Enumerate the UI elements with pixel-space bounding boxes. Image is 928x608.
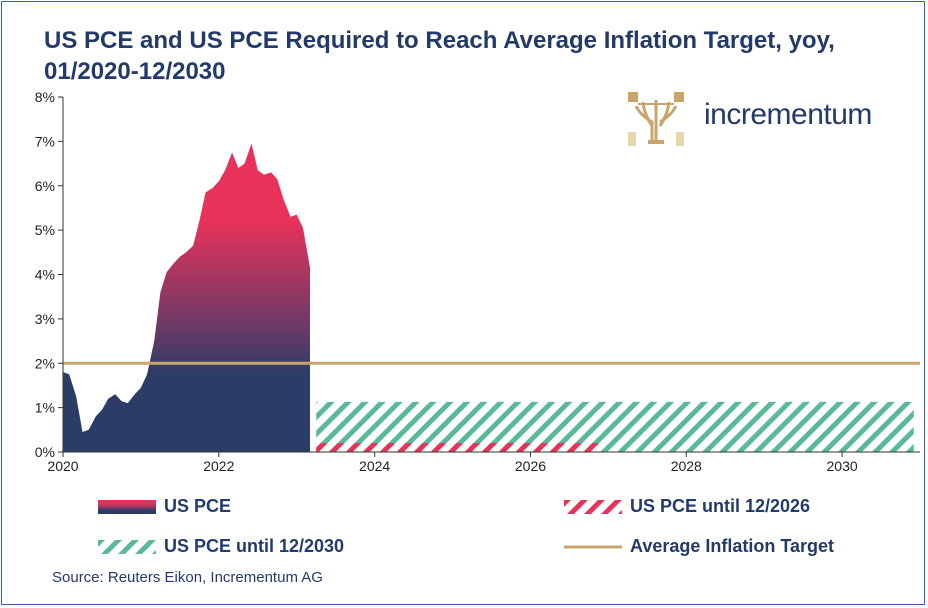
x-tick-label: 2022 bbox=[203, 458, 234, 474]
x-tick-label: 2026 bbox=[515, 458, 546, 474]
x-tick-label: 2020 bbox=[47, 458, 78, 474]
legend-swatch-line bbox=[564, 545, 622, 548]
legend-item-us-pce-2030: US PCE until 12/2030 bbox=[98, 536, 344, 557]
legend-swatch-hatch-red bbox=[564, 499, 622, 514]
x-tick-label: 2028 bbox=[671, 458, 702, 474]
area-us-pce-until-2026 bbox=[316, 443, 603, 452]
chart-title: US PCE and US PCE Required to Reach Aver… bbox=[44, 27, 835, 85]
legend-item-average-inflation-target: Average Inflation Target bbox=[564, 536, 834, 557]
legend-swatch-hatch-green bbox=[98, 539, 156, 554]
y-tick-label: 1% bbox=[35, 400, 55, 416]
y-tick-label: 6% bbox=[35, 178, 55, 194]
legend-label: US PCE bbox=[164, 496, 232, 516]
tree-logo-icon bbox=[628, 92, 684, 146]
y-tick-label: 0% bbox=[35, 444, 55, 460]
axis-layer: 0% 1% 2% 3% 4% 5% 6% 7% 8% 2020 2022 2024 2026 2028 20… bbox=[35, 89, 920, 474]
y-tick-label: 7% bbox=[35, 133, 55, 149]
logo-wordmark: incrementum bbox=[704, 98, 872, 131]
legend-item-us-pce: US PCE bbox=[98, 496, 231, 517]
incrementum-logo: incrementum bbox=[628, 92, 918, 148]
y-tick-label: 4% bbox=[35, 267, 55, 283]
x-tick-label: 2024 bbox=[359, 458, 390, 474]
legend-swatch-pce bbox=[98, 499, 156, 514]
legend-label: US PCE until 12/2026 bbox=[630, 496, 811, 516]
y-tick-label: 2% bbox=[35, 355, 55, 371]
source-note: Source: Reuters Eikon, Incrementum AG bbox=[52, 569, 323, 586]
legend-item-us-pce-2026: US PCE until 12/2026 bbox=[564, 496, 810, 517]
y-tick-label: 8% bbox=[35, 89, 55, 105]
plot-layer bbox=[63, 143, 920, 452]
y-tick-label: 3% bbox=[35, 311, 55, 327]
area-us-pce bbox=[63, 143, 310, 452]
y-tick-label: 5% bbox=[35, 222, 55, 238]
legend-label: US PCE until 12/2030 bbox=[164, 536, 345, 556]
legend-label: Average Inflation Target bbox=[630, 536, 835, 556]
x-tick-label: 2030 bbox=[827, 458, 858, 474]
